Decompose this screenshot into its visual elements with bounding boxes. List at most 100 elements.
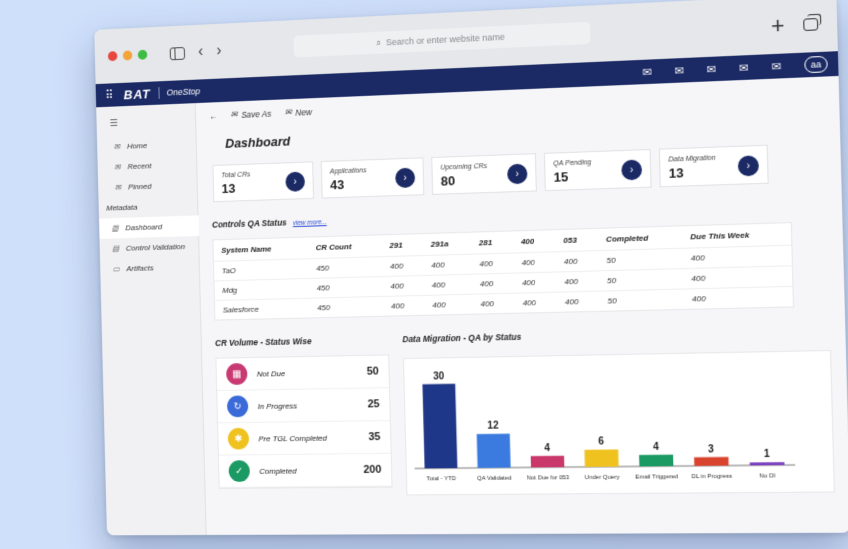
table-cell: 50: [598, 248, 683, 271]
close-dot[interactable]: [107, 51, 118, 62]
sidebar-toggle-icon[interactable]: [169, 46, 186, 60]
category-label: Total - YTD: [426, 476, 456, 482]
status-label: Pre TGL Completed: [258, 433, 328, 443]
tabs-overview-icon[interactable]: [803, 18, 819, 32]
data-label: 3: [708, 444, 715, 456]
save-as-label: Save As: [241, 108, 272, 120]
bar[interactable]: [584, 449, 619, 467]
gear-icon: ✱: [227, 427, 250, 450]
column-header: 400: [520, 236, 535, 247]
save-as-button[interactable]: ✉ Save As: [231, 108, 272, 120]
list-item[interactable]: ✱ Pre TGL Completed 35: [218, 420, 391, 456]
list-item[interactable]: ✓ Completed 200: [218, 453, 392, 488]
bar-chart: 30 Total - YTD 12 QA Validated 4 Not Due for …: [404, 371, 804, 482]
column-header: Due This Week: [690, 230, 750, 242]
category-label: Not Due for 053: [527, 475, 571, 482]
cr-volume-panel: CR Volume - Status Wise ▦ Not Due 50 ↻ I…: [215, 335, 393, 497]
main-content: ← ✉ Save As ✉ New Dashboard Total CRs 13…: [196, 76, 848, 535]
table-cell: 50: [598, 268, 684, 292]
table-cell: 400: [556, 270, 600, 293]
bar[interactable]: [476, 433, 511, 468]
list-item[interactable]: ↻ In Progress 25: [217, 388, 390, 424]
table-cell: 400: [472, 293, 515, 315]
table-cell: 400: [382, 275, 425, 297]
chart-title: Data Migration - QA by Status: [402, 331, 522, 345]
table-cell: 450: [308, 276, 383, 299]
bar[interactable]: [749, 462, 785, 466]
data-migration-panel: Data Migration - QA by Status 30 Total - …: [402, 325, 835, 496]
category-label: QA Validated: [477, 476, 512, 482]
data-label: 6: [598, 436, 605, 447]
table-cell: Mdg: [213, 278, 310, 301]
table-cell: 400: [555, 250, 599, 272]
bar-chart-icon: ▥: [111, 223, 119, 233]
category-label: No DI: [759, 473, 776, 479]
table-cell: 400: [556, 291, 600, 313]
controls-table: System Name CR Count 291 291a 281 400 05…: [212, 222, 795, 321]
bar[interactable]: [422, 383, 458, 469]
mail-icon[interactable]: ✉: [738, 61, 749, 75]
address-bar[interactable]: ⌕ Search or enter website name: [293, 21, 591, 58]
table-cell: Salesforce: [214, 298, 310, 321]
back-nav-icon[interactable]: ‹: [197, 43, 204, 60]
table-cell: 400: [682, 265, 793, 290]
table-cell: 400: [471, 253, 514, 275]
browser-window: ‹ › ⌕ Search or enter website name + ⠿ B…: [94, 0, 848, 536]
check-icon: ✓: [228, 460, 251, 482]
table-cell: 400: [471, 273, 515, 295]
data-label: 30: [433, 371, 445, 382]
minimize-dot[interactable]: [122, 50, 133, 61]
mail-icon[interactable]: ✉: [674, 64, 685, 78]
sidebar-item-label: Artifacts: [126, 263, 154, 274]
sidebar-item-label: Dashboard: [125, 222, 163, 233]
avatar[interactable]: aa: [804, 55, 828, 74]
sidebar-item-control-validation[interactable]: ▤ Control Validation: [100, 236, 199, 259]
table-cell: 50: [599, 289, 685, 312]
sidebar-item-label: Control Validation: [125, 242, 186, 253]
column-header: Completed: [605, 233, 649, 244]
column-header: CR Count: [315, 242, 352, 253]
status-label: Completed: [259, 466, 297, 476]
data-label: 12: [487, 421, 499, 432]
table-cell: 400: [423, 274, 473, 296]
maximize-dot[interactable]: [137, 49, 148, 60]
refresh-icon: ↻: [226, 395, 249, 418]
view-more-link[interactable]: view more...: [292, 219, 327, 228]
status-label: In Progress: [257, 401, 298, 411]
data-label: 1: [764, 449, 771, 461]
category-label: Under Query: [585, 475, 620, 481]
mail-icon: ✉: [113, 142, 121, 152]
bar[interactable]: [694, 456, 729, 466]
table-cell: 450: [309, 296, 384, 318]
back-arrow-icon[interactable]: ←: [209, 110, 218, 121]
kpi-card-qa-pending: QA Pending 15 ›: [543, 148, 652, 192]
status-label: Not Due: [256, 368, 286, 379]
new-tab-icon[interactable]: +: [770, 12, 785, 39]
new-button[interactable]: ✉ New: [285, 106, 312, 118]
status-count: 35: [368, 431, 381, 444]
sidebar: ☰ ✉ Home ✉ Recent ✉ Pinned Metadata ▥ Da…: [96, 103, 207, 536]
forward-nav-icon[interactable]: ›: [216, 42, 222, 60]
mail-icon: ✉: [284, 106, 292, 118]
category-label: DL in Progress: [691, 474, 732, 481]
table-cell: 400: [514, 292, 558, 314]
list-icon: ▤: [111, 244, 120, 254]
table-cell: 400: [683, 286, 794, 310]
sidebar-item-artifacts[interactable]: ▭ Artifacts: [100, 256, 199, 279]
kpi-card-upcoming-crs: Upcoming CRs 80 ›: [431, 153, 537, 195]
table-cell: 400: [382, 295, 425, 317]
app-grid-icon[interactable]: ⠿: [105, 88, 113, 103]
list-item[interactable]: ▦ Not Due 50: [216, 355, 389, 392]
mail-icon[interactable]: ✉: [771, 60, 782, 74]
mail-icon[interactable]: ✉: [642, 66, 652, 79]
folder-icon: ▭: [112, 264, 120, 274]
kpi-card-total-crs: Total CRs 13 ›: [212, 161, 314, 203]
column-header: System Name: [221, 244, 272, 255]
bar[interactable]: [530, 455, 565, 468]
table-cell: 400: [682, 245, 793, 269]
status-count: 200: [363, 463, 382, 476]
sidebar-item-label: Recent: [127, 161, 152, 172]
bar[interactable]: [639, 454, 674, 467]
brand-logo[interactable]: BAT: [123, 86, 151, 102]
mail-icon[interactable]: ✉: [706, 63, 717, 76]
